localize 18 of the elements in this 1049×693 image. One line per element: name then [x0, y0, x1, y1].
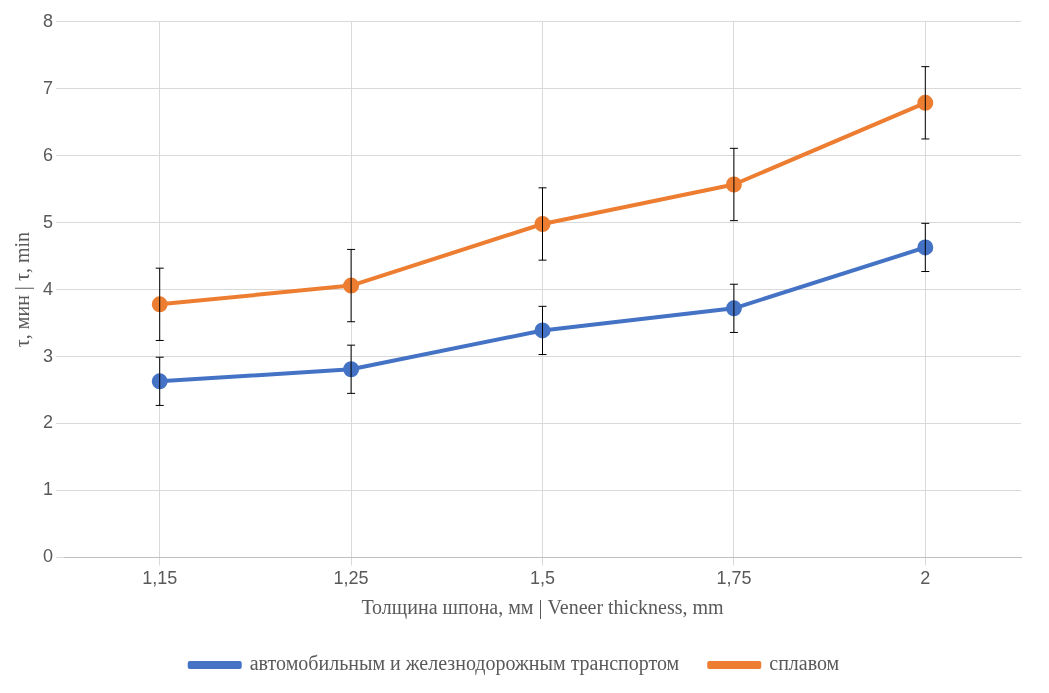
y-tick-label: 3 — [43, 345, 54, 366]
x-tick-label: 1,25 — [333, 568, 369, 589]
y-tick-label: 4 — [43, 278, 54, 299]
y-tick-label: 1 — [43, 479, 54, 500]
x-tick-label: 1,5 — [529, 568, 556, 589]
x-tick-label: 1,75 — [716, 568, 752, 589]
y-tick-label: 7 — [43, 77, 54, 98]
x-axis-title: Толщина шпона, мм | Veneer thickness, mm — [361, 596, 725, 620]
y-tick-label: 0 — [43, 546, 54, 567]
legend-label: автомобильным и железнодорожным транспортом — [249, 652, 680, 676]
y-axis-title: τ, мин | τ, min — [11, 231, 35, 348]
y-tick-label: 5 — [43, 211, 54, 232]
y-tick-label: 8 — [43, 10, 54, 31]
x-tick-label: 1,15 — [142, 568, 178, 589]
y-tick-label: 6 — [43, 144, 54, 165]
x-tick-label: 2 — [920, 568, 931, 589]
legend-label: сплавом — [769, 652, 840, 675]
y-tick-label: 2 — [43, 412, 54, 433]
